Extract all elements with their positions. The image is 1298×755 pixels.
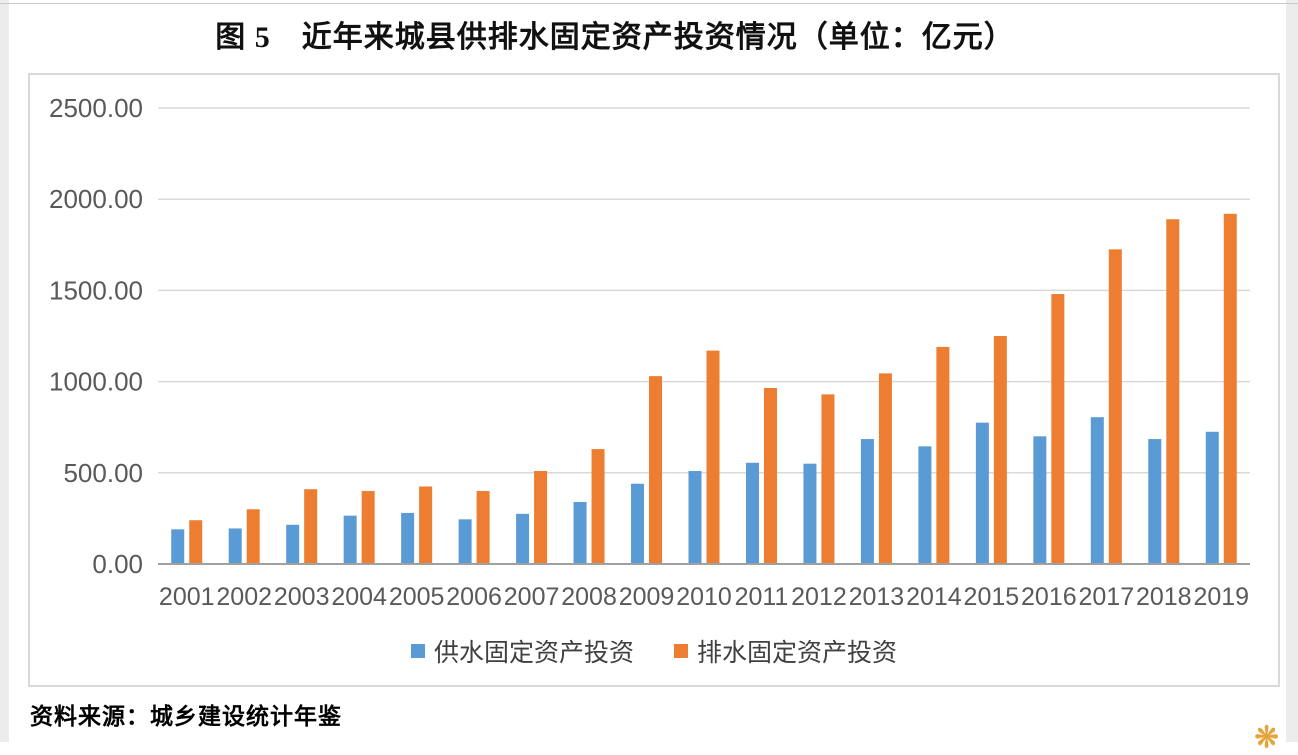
bar-2007-drainage	[534, 470, 548, 564]
x-axis-year-label: 2018	[1136, 583, 1192, 611]
bar-2016-water-supply	[1033, 436, 1047, 564]
bar-2003-water-supply	[286, 524, 300, 564]
x-axis-year-label: 2011	[735, 583, 789, 611]
x-axis-year-label: 2001	[159, 583, 215, 611]
y-axis-tick-label: 2500.00	[49, 93, 143, 123]
x-axis-year-label: 2002	[216, 583, 272, 611]
bar-2004-water-supply	[343, 515, 357, 564]
chart-area: 0.00 500.00 1000.00 1500.00 2000.00 2500.00 20…	[28, 73, 1280, 687]
bar-2012-water-supply	[803, 463, 817, 564]
bar-2015-drainage	[993, 336, 1007, 564]
bar-2014-water-supply	[918, 446, 932, 564]
legend-item-drainage: 排水固定资产投资	[674, 633, 897, 669]
bar-2017-water-supply	[1090, 417, 1104, 564]
bar-2016-drainage	[1051, 294, 1065, 564]
bar-2012-drainage	[821, 394, 835, 564]
bar-2009-drainage	[649, 376, 663, 564]
bar-2011-water-supply	[745, 462, 759, 564]
bar-2006-drainage	[476, 491, 490, 564]
bar-2014-drainage	[936, 346, 950, 564]
bar-2018-drainage	[1166, 219, 1180, 564]
y-axis-tick-label: 500.00	[63, 458, 143, 488]
bar-2008-water-supply	[573, 501, 587, 564]
legend-swatch-drainage-icon	[674, 644, 688, 658]
bar-2015-water-supply	[975, 422, 989, 564]
x-axis-year-label: 2012	[791, 583, 847, 611]
bar-2013-water-supply	[860, 439, 874, 564]
x-axis-year-label: 2007	[504, 583, 560, 611]
bar-2013-drainage	[878, 373, 892, 564]
y-axis-tick-label: 2000.00	[49, 184, 143, 214]
bar-2002-water-supply	[228, 528, 242, 564]
bar-2008-drainage	[591, 449, 605, 564]
x-axis-year-label: 2017	[1079, 583, 1135, 611]
x-axis-year-label: 2015	[964, 583, 1020, 611]
page-top-hairline	[0, 3, 1298, 4]
y-axis-tick-label: 1000.00	[49, 367, 143, 397]
x-axis-year-label: 2009	[619, 583, 675, 611]
bar-2010-water-supply	[688, 470, 702, 564]
bar-2005-drainage	[419, 486, 433, 564]
bar-2003-drainage	[304, 489, 318, 564]
bar-2002-drainage	[246, 509, 260, 564]
source-note: 资料来源：城乡建设统计年鉴	[30, 704, 342, 729]
x-axis-year-label: 2006	[446, 583, 502, 611]
bar-2009-water-supply	[631, 483, 645, 564]
x-axis-year-label: 2003	[274, 583, 330, 611]
chart-title: 图 5 近年来城县供排水固定资产投资情况（单位：亿元）	[215, 21, 1015, 54]
x-axis-year-label: 2004	[331, 583, 387, 611]
bar-2019-water-supply	[1205, 431, 1219, 564]
bar-2004-drainage	[361, 491, 375, 564]
page-edge-left	[0, 0, 9, 742]
bar-2007-water-supply	[516, 513, 530, 564]
bar-2001-water-supply	[171, 529, 185, 564]
bar-2017-drainage	[1108, 249, 1122, 565]
bar-2018-water-supply	[1148, 439, 1162, 564]
chart-legend: 供水固定资产投资 排水固定资产投资	[30, 633, 1278, 669]
x-axis-year-label: 2010	[676, 583, 732, 611]
legend-label-water-supply: 供水固定资产投资	[433, 639, 634, 667]
x-axis-year-label: 2016	[1021, 583, 1077, 611]
bar-chart-svg: 0.00 500.00 1000.00 1500.00 2000.00 2500.00 20…	[49, 93, 1250, 611]
y-axis-tick-label: 0.00	[92, 549, 143, 579]
bar-2005-water-supply	[401, 512, 415, 564]
x-axis-year-label: 2019	[1193, 583, 1249, 611]
x-axis-year-label: 2005	[389, 583, 445, 611]
bar-2006-water-supply	[458, 519, 472, 564]
bar-2011-drainage	[763, 387, 777, 564]
legend-swatch-water-supply-icon	[410, 644, 425, 658]
y-axis-tick-label: 1500.00	[49, 275, 143, 305]
x-axis-year-label: 2014	[906, 583, 962, 611]
legend-label-drainage: 排水固定资产投资	[697, 639, 898, 667]
x-axis-year-label: 2013	[849, 583, 905, 611]
bar-2001-drainage	[189, 520, 203, 564]
page-edge-right	[1286, 0, 1298, 742]
bar-2010-drainage	[706, 350, 720, 564]
bar-2019-drainage	[1223, 213, 1237, 565]
x-axis-year-label: 2008	[561, 583, 617, 611]
legend-item-water-supply: 供水固定资产投资	[410, 633, 634, 669]
watermark-flower-icon: ❋	[1254, 721, 1280, 754]
